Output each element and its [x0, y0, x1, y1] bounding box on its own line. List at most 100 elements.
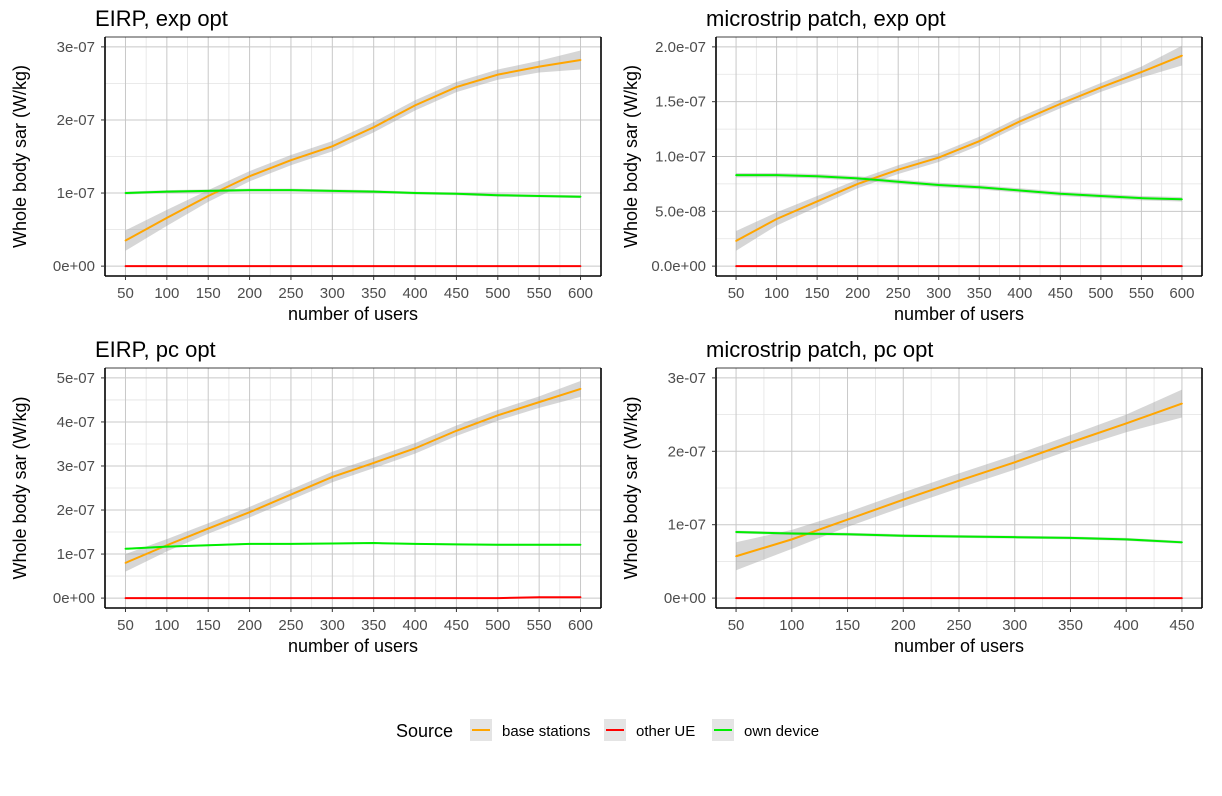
data-point: [1181, 402, 1183, 405]
data-point: [290, 597, 292, 599]
data-point: [1018, 265, 1021, 268]
x-tick-label: 300: [320, 617, 345, 634]
x-tick-label: 300: [1002, 617, 1027, 634]
data-point: [1099, 265, 1102, 268]
panel-title: microstrip patch, pc opt: [706, 337, 933, 362]
y-tick-label: 1.0e-07: [655, 149, 706, 166]
x-tick-label: 200: [845, 285, 870, 302]
data-point: [1069, 537, 1072, 539]
series-line-base-stations: [125, 387, 581, 564]
data-point: [1125, 538, 1128, 541]
data-point: [775, 218, 778, 220]
data-point: [1059, 265, 1062, 268]
series-line-own-device: [125, 542, 581, 550]
panel-2: 50 100 150 200 250 300 350 400 450 500 550 600 0.0e+…: [621, 6, 1203, 324]
data-point: [414, 104, 416, 107]
x-tick-label: 550: [1129, 285, 1154, 302]
data-point: [290, 159, 292, 162]
data-point: [775, 265, 778, 268]
x-tick-label: 350: [967, 285, 992, 302]
data-point: [414, 447, 416, 450]
data-point: [124, 547, 127, 550]
data-point: [978, 186, 981, 189]
data-point: [1181, 597, 1183, 599]
data-point: [1125, 597, 1128, 599]
panel-3: 50 100 150 200 250 300 350 400 450 500 550 600 0e+00…: [10, 337, 602, 656]
x-tick-label: 450: [444, 617, 469, 634]
legend-label: other UE: [636, 723, 695, 740]
confidence-band-0: [125, 380, 581, 572]
x-tick-label: 600: [1169, 285, 1194, 302]
data-point: [897, 265, 900, 268]
data-point: [775, 174, 778, 177]
data-point: [248, 175, 251, 178]
data-point: [579, 59, 582, 61]
x-tick-label: 550: [527, 285, 552, 302]
series-line-own-device: [736, 174, 1182, 201]
x-tick-label: 150: [196, 285, 221, 302]
data-point: [496, 414, 499, 417]
y-tick-label: 1e-07: [57, 546, 95, 563]
data-point: [414, 597, 416, 599]
data-point: [1013, 536, 1016, 539]
data-point: [1059, 192, 1062, 195]
data-point: [331, 145, 334, 148]
data-point: [579, 543, 582, 546]
x-tick-label: 100: [779, 617, 804, 634]
data-point: [496, 543, 499, 546]
data-point: [735, 597, 737, 599]
data-point: [856, 177, 859, 180]
data-point: [165, 597, 168, 599]
data-point: [790, 597, 793, 599]
data-point: [248, 265, 251, 268]
data-point: [958, 535, 960, 538]
x-tick-label: 150: [835, 617, 860, 634]
x-tick-label: 250: [278, 617, 303, 634]
legend-item-own-device: own device: [712, 719, 819, 741]
data-point: [856, 183, 859, 185]
legend-item-other-UE: other UE: [604, 719, 695, 741]
x-tick-label: 350: [361, 285, 386, 302]
data-point: [331, 597, 334, 599]
data-point: [937, 184, 940, 186]
y-tick-label: 4e-07: [57, 414, 95, 431]
data-point: [1069, 441, 1072, 444]
data-point: [331, 542, 334, 545]
y-tick-label: 3e-07: [57, 39, 95, 56]
data-point: [897, 180, 900, 183]
data-point: [958, 479, 960, 482]
data-point: [331, 265, 334, 268]
data-point: [816, 265, 819, 268]
x-tick-label: 450: [1169, 617, 1194, 634]
data-point: [124, 239, 127, 242]
data-point: [1013, 597, 1016, 599]
x-tick-label: 50: [117, 617, 134, 634]
data-point: [207, 597, 210, 599]
data-point: [1099, 195, 1102, 197]
data-point: [331, 476, 334, 478]
data-point: [165, 265, 168, 268]
x-tick-label: 100: [764, 285, 789, 302]
series-line-other-UE: [125, 596, 581, 600]
x-tick-label: 450: [444, 285, 469, 302]
data-point: [978, 265, 981, 268]
data-point: [290, 265, 292, 268]
y-tick-label: 0e+00: [664, 590, 706, 607]
data-point: [455, 86, 458, 88]
data-point: [207, 189, 210, 192]
data-point: [207, 544, 210, 547]
x-tick-label: 100: [154, 617, 179, 634]
data-point: [455, 543, 458, 546]
data-point: [1181, 265, 1183, 268]
x-tick-label: 200: [237, 617, 262, 634]
x-tick-label: 200: [237, 285, 262, 302]
data-point: [1059, 102, 1062, 105]
confidence-band-0: [125, 50, 581, 251]
data-point: [207, 527, 210, 530]
data-point: [538, 265, 541, 268]
data-point: [735, 555, 737, 558]
y-axis-title: Whole body sar (W/kg): [10, 396, 30, 579]
data-point: [846, 597, 849, 599]
data-point: [331, 189, 334, 192]
data-point: [496, 265, 499, 268]
